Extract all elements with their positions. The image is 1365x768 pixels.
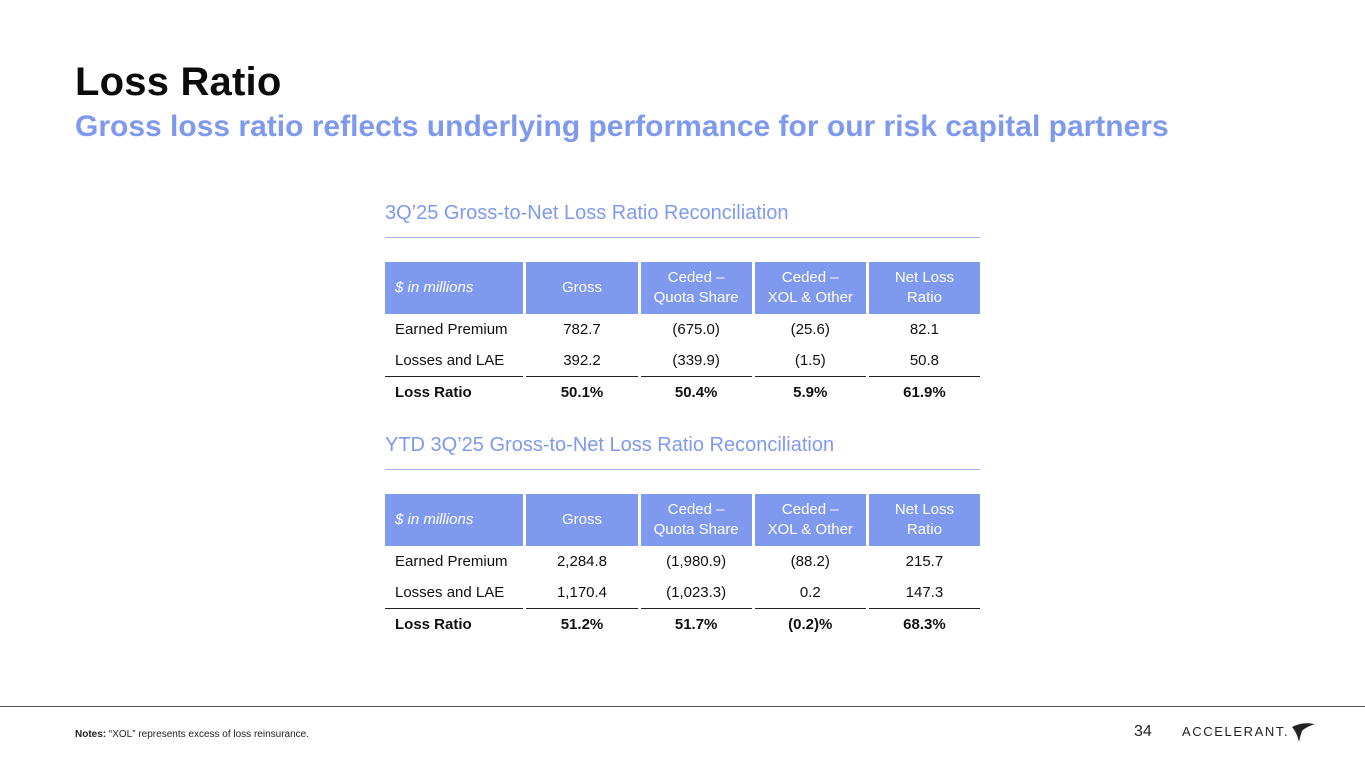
table-title-3q25: 3Q’25 Gross-to-Net Loss Ratio Reconcilia…: [385, 202, 980, 238]
table-title-ytd-3q25: YTD 3Q’25 Gross-to-Net Loss Ratio Reconc…: [385, 434, 980, 470]
table-row: Earned Premium 2,284.8 (1,980.9) (88.2) …: [385, 546, 980, 577]
cell-net: 68.3%: [868, 608, 980, 639]
reconciliation-table-ytd-3q25: $ in millions Gross Ceded – Quota Share C…: [382, 494, 983, 639]
cell-gross: 782.7: [563, 321, 601, 338]
cell-net: 215.7: [905, 553, 944, 570]
header-ceded-xol-other-label: Ceded – XOL & Other: [767, 269, 853, 306]
table-header-row: $ in millions Gross Ceded – Quota Share C…: [385, 262, 980, 314]
row-label: Loss Ratio: [385, 376, 524, 407]
cell-ceded-xol-other: 0.2: [799, 584, 821, 601]
row-label: Earned Premium: [395, 553, 508, 570]
bird-icon: [1292, 723, 1316, 742]
cell-ceded-quota-share: 51.7%: [640, 608, 752, 639]
header-net-loss-ratio-label: Net Loss Ratio: [894, 501, 955, 538]
header-gross: Gross: [526, 494, 638, 546]
cell-ceded-xol-other: (0.2)%: [754, 608, 866, 639]
header-net-loss-ratio-label: Net Loss Ratio: [894, 269, 955, 306]
row-label: Losses and LAE: [395, 352, 505, 369]
page-number: 34: [1134, 723, 1152, 740]
cell-net: 147.3: [905, 584, 944, 601]
footer-divider: [0, 706, 1365, 707]
table-total-row: Loss Ratio 50.1% 50.4% 5.9% 61.9%: [385, 376, 980, 407]
cell-gross: 50.1%: [526, 376, 638, 407]
header-net-loss-ratio: Net Loss Ratio: [868, 494, 980, 546]
cell-ceded-quota-share: (1,980.9): [666, 553, 727, 570]
cell-ceded-xol-other: (25.6): [790, 321, 830, 338]
header-ceded-quota-share-label: Ceded – Quota Share: [653, 501, 739, 538]
cell-ceded-xol-other: 5.9%: [754, 376, 866, 407]
footnote: Notes: “XOL” represents excess of loss r…: [75, 729, 309, 740]
cell-ceded-xol-other: (1.5): [794, 352, 826, 369]
header-ceded-quota-share: Ceded – Quota Share: [640, 494, 752, 546]
cell-ceded-quota-share: (339.9): [672, 352, 720, 369]
header-ceded-xol-other-label: Ceded – XOL & Other: [767, 501, 853, 538]
footnote-label: Notes:: [75, 729, 107, 740]
cell-gross: 2,284.8: [556, 553, 608, 570]
row-label: Earned Premium: [395, 321, 508, 338]
table-row: Earned Premium 782.7 (675.0) (25.6) 82.1: [385, 314, 980, 345]
cell-ceded-quota-share: (675.0): [672, 321, 720, 338]
header-units: $ in millions: [385, 494, 524, 546]
header-units: $ in millions: [385, 262, 524, 314]
logo-wordmark: ACCELERANT.: [1182, 723, 1290, 739]
header-net-loss-ratio: Net Loss Ratio: [868, 262, 980, 314]
cell-ceded-xol-other: (88.2): [790, 553, 830, 570]
header-ceded-xol-other: Ceded – XOL & Other: [754, 494, 866, 546]
header-gross: Gross: [526, 262, 638, 314]
cell-gross: 51.2%: [526, 608, 638, 639]
table-row: Losses and LAE 392.2 (339.9) (1.5) 50.8: [385, 345, 980, 376]
cell-net: 50.8: [909, 352, 940, 369]
company-logo: ACCELERANT.: [1182, 718, 1316, 744]
table-total-row: Loss Ratio 51.2% 51.7% (0.2)% 68.3%: [385, 608, 980, 639]
cell-ceded-quota-share: (1,023.3): [666, 584, 727, 601]
cell-net: 82.1: [909, 321, 940, 338]
footnote-text: “XOL” represents excess of loss reinsura…: [106, 729, 309, 740]
cell-ceded-quota-share: 50.4%: [640, 376, 752, 407]
table-row: Losses and LAE 1,170.4 (1,023.3) 0.2 147…: [385, 577, 980, 608]
reconciliation-table-3q25: $ in millions Gross Ceded – Quota Share C…: [382, 262, 983, 407]
header-ceded-xol-other: Ceded – XOL & Other: [754, 262, 866, 314]
row-label: Loss Ratio: [385, 608, 524, 639]
cell-gross: 392.2: [563, 352, 601, 369]
cell-gross: 1,170.4: [556, 584, 608, 601]
cell-net: 61.9%: [868, 376, 980, 407]
table-header-row: $ in millions Gross Ceded – Quota Share C…: [385, 494, 980, 546]
page-title: Loss Ratio: [75, 60, 282, 104]
row-label: Losses and LAE: [395, 584, 505, 601]
header-ceded-quota-share-label: Ceded – Quota Share: [653, 269, 739, 306]
header-ceded-quota-share: Ceded – Quota Share: [640, 262, 752, 314]
page-subtitle: Gross loss ratio reflects underlying per…: [75, 110, 1169, 143]
